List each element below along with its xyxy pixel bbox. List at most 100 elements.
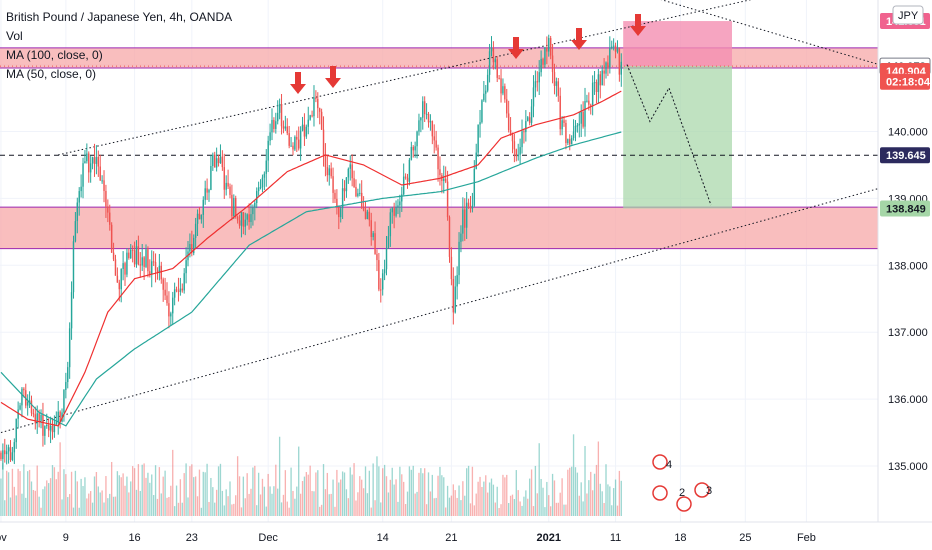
volume-bar — [471, 466, 474, 516]
volume-bar — [267, 473, 269, 516]
volume-bar — [490, 478, 493, 516]
volume-bar — [410, 469, 412, 516]
volume-bar — [118, 475, 120, 516]
volume-bar — [202, 471, 204, 516]
candle-body — [607, 62, 609, 68]
candle-body — [530, 106, 533, 123]
candle-body — [173, 289, 176, 298]
candle-body — [427, 113, 430, 123]
volume-bar — [145, 477, 147, 516]
volume-bar — [546, 481, 548, 516]
time-tick-label: 16 — [128, 532, 140, 544]
volume-bar — [133, 468, 136, 516]
candle-body — [97, 156, 100, 167]
candle-body — [454, 286, 456, 313]
candle-body — [351, 164, 353, 179]
volume-bar — [460, 500, 462, 516]
candle-body — [338, 207, 340, 218]
volume-bar — [353, 463, 355, 516]
trendline-0 — [660, 0, 880, 66]
volume-bar — [27, 471, 29, 516]
volume-bar — [212, 487, 214, 516]
candle-body — [91, 157, 94, 164]
candle-body — [368, 211, 371, 221]
candle-body — [565, 122, 567, 144]
volume-bar — [466, 468, 468, 516]
volume-bar — [280, 502, 283, 516]
price-tick-label: 138.000 — [888, 260, 928, 272]
volume-bar — [233, 503, 235, 516]
volume-bar — [130, 481, 132, 516]
volume-bar — [456, 497, 458, 516]
volume-bar — [101, 490, 103, 516]
volume-bar — [467, 465, 470, 516]
volume-bar — [158, 467, 161, 516]
candle-body — [215, 158, 218, 168]
candle-body — [269, 132, 271, 141]
volume-bar — [80, 478, 82, 516]
candle-body — [546, 47, 548, 52]
volume-bar — [563, 504, 565, 516]
volume-bar — [385, 476, 388, 516]
volume-bar — [200, 507, 203, 516]
candle-body — [343, 188, 346, 192]
candle-body — [406, 177, 409, 182]
time-tick-label: 2021 — [537, 532, 561, 544]
volume-bar — [309, 465, 311, 516]
candle-body — [63, 390, 65, 413]
candle-body — [273, 119, 275, 129]
price-tag: 138.849 — [880, 200, 930, 217]
candle-body — [498, 77, 500, 79]
volume-bar — [334, 506, 336, 516]
volume-bar — [590, 471, 592, 516]
candle-body — [179, 288, 182, 292]
volume-bar — [19, 471, 21, 516]
candle-body — [227, 182, 229, 187]
candle-body — [506, 99, 508, 114]
volume-bar — [435, 497, 437, 516]
candle-body — [620, 61, 623, 75]
candle-body — [65, 382, 67, 391]
candle-body — [460, 233, 462, 242]
candle-body — [194, 223, 197, 238]
candle-body — [347, 168, 350, 178]
volume-bar — [143, 463, 145, 516]
candle-body — [116, 275, 119, 283]
candle-body — [49, 425, 52, 431]
volume-bar — [215, 489, 218, 516]
volume-bar — [561, 478, 563, 516]
volume-bar — [311, 491, 313, 516]
candle-body — [82, 163, 84, 187]
volume-bar — [517, 490, 519, 516]
candle-body — [214, 154, 216, 168]
candle-body — [55, 422, 58, 425]
candle-body — [28, 400, 31, 403]
volume-bar — [391, 467, 393, 516]
candle-body — [255, 191, 258, 204]
volume-bar — [269, 486, 271, 516]
volume-bar — [576, 472, 579, 516]
volume-bar — [355, 500, 357, 516]
candle-body — [208, 189, 210, 193]
candle-body — [0, 452, 2, 460]
candle-body — [429, 121, 432, 123]
candle-body — [387, 236, 390, 249]
candle-body — [353, 178, 355, 187]
volume-bar — [177, 502, 180, 516]
volume-bar — [152, 495, 155, 516]
volume-bar — [120, 477, 122, 516]
currency-badge-label: JPY — [898, 10, 919, 22]
candle-body — [374, 233, 376, 255]
volume-bar — [74, 470, 77, 516]
volume-bar — [479, 476, 481, 516]
volume-bar — [403, 481, 405, 516]
candle-body — [124, 263, 126, 275]
arrow-shaft — [513, 37, 519, 49]
candle-body — [408, 159, 411, 182]
volume-bar — [332, 479, 334, 516]
candle-body — [160, 265, 163, 280]
volume-bar — [307, 474, 309, 516]
candle-body — [21, 388, 23, 406]
candle-body — [238, 220, 241, 226]
